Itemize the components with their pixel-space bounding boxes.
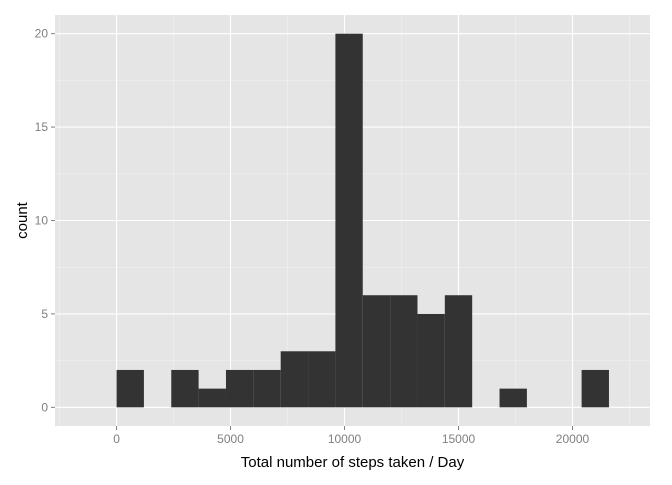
x-tick-label: 15000	[442, 432, 476, 446]
histogram-bar	[116, 369, 144, 408]
y-tick-label: 20	[35, 27, 49, 41]
x-tick-label: 0	[113, 432, 120, 446]
x-tick-label: 20000	[556, 432, 590, 446]
histogram-bar	[499, 388, 527, 408]
histogram-bar	[417, 313, 445, 408]
histogram-bar	[253, 369, 281, 408]
x-axis-title: Total number of steps taken / Day	[241, 454, 465, 471]
histogram-bar	[390, 295, 418, 408]
y-tick-label: 0	[41, 400, 48, 414]
histogram-bar	[198, 388, 226, 408]
histogram-bar	[581, 369, 609, 408]
histogram-bar	[225, 369, 254, 408]
histogram-bar	[171, 369, 199, 408]
histogram-bar	[362, 295, 391, 408]
y-tick-label: 5	[41, 307, 48, 321]
y-tick-label: 10	[35, 214, 49, 228]
y-tick-label: 15	[35, 120, 49, 134]
histogram-bar	[335, 33, 363, 408]
histogram-bar	[308, 351, 336, 408]
y-axis: 0 5 10 15 20	[35, 27, 55, 414]
histogram-bar	[444, 295, 473, 408]
y-axis-title: count	[14, 201, 31, 239]
x-tick-label: 10000	[328, 432, 362, 446]
x-axis: 0 5000 10000 15000 20000	[113, 426, 589, 446]
histogram-bar	[280, 351, 309, 408]
x-tick-label: 5000	[217, 432, 244, 446]
histogram-bars	[116, 33, 609, 408]
